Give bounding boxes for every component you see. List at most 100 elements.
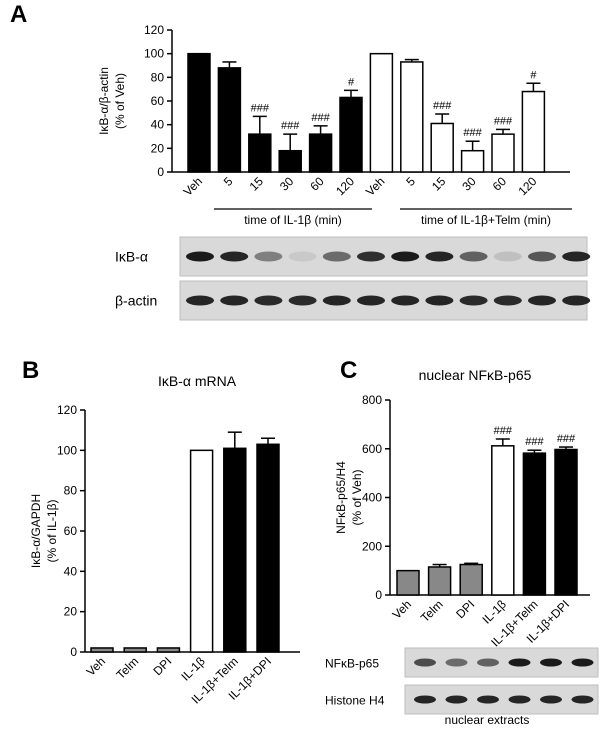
chart-b-y-tick-label: 60 bbox=[64, 524, 78, 538]
chart-c-x-tick-label: Veh bbox=[390, 597, 415, 622]
blot-c-blot-strip bbox=[404, 647, 599, 678]
chart-a-y-tick-label: 120 bbox=[144, 23, 164, 37]
chart-a-bar bbox=[217, 67, 242, 173]
blot-a-blot-band bbox=[459, 251, 488, 262]
chart-b-x-tick-label: IL-1β bbox=[178, 654, 207, 683]
chart-c-y-tick-label: 800 bbox=[362, 393, 382, 407]
chart-a-bar bbox=[460, 149, 485, 173]
chart-a-x-tick-label: 120 bbox=[515, 174, 539, 198]
chart-a-y-tick-label: 20 bbox=[151, 141, 165, 155]
chart-b-bar bbox=[123, 647, 147, 653]
blot-a-blot-band bbox=[254, 251, 283, 262]
blot-a-blot-band bbox=[528, 295, 556, 306]
chart-a-bar bbox=[248, 133, 272, 173]
chart-a-significance-label: ### bbox=[494, 115, 513, 127]
chart-b-y-tick-label: 20 bbox=[64, 605, 78, 619]
chart-b-y-tick-label: 0 bbox=[70, 645, 77, 659]
chart-a-x-tick-label: 60 bbox=[490, 174, 510, 194]
chart-b-x-tick-label: DPI bbox=[150, 654, 174, 678]
panel-letter-b: B bbox=[22, 357, 39, 384]
chart-a-bar bbox=[400, 61, 424, 173]
chart-a-bar bbox=[278, 149, 302, 173]
chart-c-bar bbox=[491, 445, 515, 596]
chart-a-y-tick-label: 80 bbox=[151, 70, 165, 84]
chart-a-ylabel: IκB-α/β-actin bbox=[97, 67, 111, 135]
blot-c-blot-band bbox=[540, 658, 562, 667]
chart-a-y-tick-label: 0 bbox=[157, 165, 164, 179]
chart-a-x-tick-label: 15 bbox=[247, 174, 267, 194]
blot-a-blot-band bbox=[186, 295, 214, 306]
chart-c-significance-label: ### bbox=[525, 436, 544, 448]
chart-b-x-tick-label: Veh bbox=[84, 654, 109, 679]
chart-c-y-tick-label: 200 bbox=[362, 539, 382, 553]
chart-a-x-tick-label: 60 bbox=[307, 174, 327, 194]
blot-a-blot-band bbox=[288, 251, 317, 262]
blot-a-blot-band bbox=[391, 251, 420, 262]
blot-a-blot-band bbox=[459, 295, 488, 306]
chart-a-x-tick-label: 30 bbox=[459, 174, 479, 194]
blot-c-blot-band bbox=[477, 658, 499, 667]
chart-a-x-tick-label: 120 bbox=[333, 174, 357, 198]
blot-a-blot-band bbox=[254, 295, 283, 306]
chart-a-bar bbox=[521, 90, 546, 173]
blot-c-blot-band bbox=[445, 695, 468, 704]
chart-a-significance-label: ### bbox=[251, 102, 270, 114]
chart-a-significance-label: ### bbox=[311, 112, 330, 124]
blot-a-blot-band bbox=[562, 295, 591, 306]
blot-a-blot-band bbox=[357, 295, 385, 306]
blot-c-blot-strip bbox=[404, 684, 599, 715]
blot-a-blot-band bbox=[288, 295, 317, 306]
blot-c-blot-band bbox=[571, 695, 594, 704]
blot-a-blot-band bbox=[493, 295, 522, 306]
chart-c-x-tick-label: Telm bbox=[418, 597, 446, 625]
chart-c-y-tick-label: 600 bbox=[362, 442, 382, 456]
blot-a-blot-band bbox=[425, 251, 454, 262]
blot-a-blot-band bbox=[425, 295, 454, 306]
chart-b-ylabel: IκB-α/GAPDH bbox=[29, 494, 43, 568]
chart-a-significance-label: ### bbox=[463, 127, 482, 139]
blot-a-blot-row-label: IκB-α bbox=[115, 249, 148, 265]
chart-c-x-tick-label: DPI bbox=[453, 597, 477, 621]
chart-c: 0 200 400 600 800 NFκB-p65/H4 (% of Veh) Veh Tel… bbox=[334, 367, 590, 650]
blot-c-blot-band bbox=[477, 695, 499, 704]
blot-a: IκB-α β-actin bbox=[115, 236, 591, 321]
chart-a-ylabel-sub: (% of Veh) bbox=[113, 73, 127, 129]
chart-a-bar bbox=[339, 96, 363, 173]
chart-b-bar bbox=[223, 447, 247, 653]
chart-a-bar bbox=[369, 52, 394, 173]
chart-b-y-tick-label: 40 bbox=[64, 564, 78, 578]
chart-b-bar bbox=[189, 449, 214, 653]
chart-b-bar bbox=[90, 647, 114, 653]
blot-c-blot-band bbox=[508, 658, 531, 667]
blot-c-blot-band bbox=[414, 695, 436, 704]
chart-b: 0 20 40 60 80 100 120 IκB-α/GAPDH (% of IL-1β) Ve… bbox=[29, 373, 300, 707]
blot-c-caption: nuclear extracts bbox=[445, 713, 530, 727]
chart-a-bar bbox=[187, 52, 211, 173]
chart-b-y-tick-label: 120 bbox=[57, 403, 77, 417]
chart-b-y-tick-label: 80 bbox=[64, 484, 78, 498]
chart-c-title: nuclear NFκB-p65 bbox=[419, 367, 532, 383]
chart-a-x-tick-label: Veh bbox=[363, 174, 388, 199]
blot-c: NFκB-p65 Histone H4 nuclear extracts bbox=[325, 647, 599, 727]
chart-a-significance-label: # bbox=[530, 69, 537, 81]
blot-a-blot-band bbox=[322, 251, 351, 262]
blot-a-blot-band bbox=[220, 251, 249, 262]
chart-a-y-tick-label: 100 bbox=[144, 47, 164, 61]
blot-a-blot-row-label: β-actin bbox=[115, 293, 157, 309]
chart-b-ylabel-sub: (% of IL-1β) bbox=[45, 500, 59, 563]
chart-a-x-tick-label: 5 bbox=[221, 174, 236, 189]
chart-a-bar bbox=[491, 133, 515, 173]
chart-a-significance-label: # bbox=[348, 76, 355, 88]
blot-a-blot-band bbox=[357, 251, 385, 262]
blot-a-blot-band bbox=[186, 251, 214, 262]
chart-b-y-tick-label: 100 bbox=[57, 443, 77, 457]
chart-c-bar bbox=[459, 563, 483, 596]
panel-letter-a: A bbox=[10, 1, 27, 28]
chart-a-significance-label: ### bbox=[281, 120, 300, 132]
chart-a-y-tick-label: 60 bbox=[151, 94, 165, 108]
chart-b-bar bbox=[256, 443, 280, 653]
blot-a-blot-band bbox=[528, 251, 556, 262]
chart-b-x-tick-label: Telm bbox=[114, 654, 142, 682]
chart-a-significance-label: ### bbox=[433, 100, 452, 112]
